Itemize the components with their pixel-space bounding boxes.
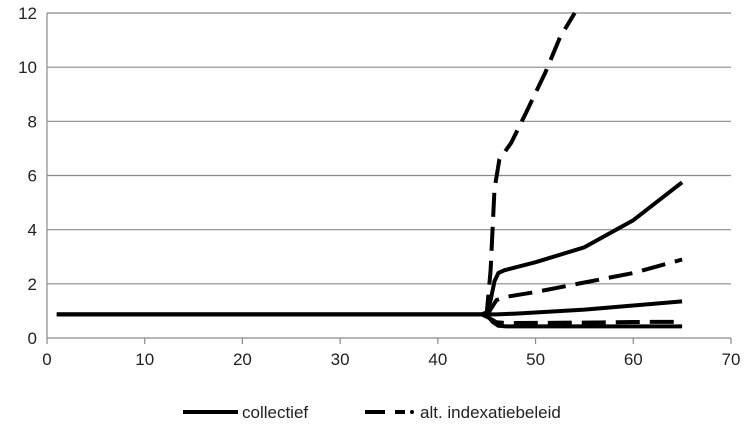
- y-tick-label-2: 2: [28, 275, 37, 294]
- series-line-collectief-2: [56, 312, 683, 329]
- legend-label-collectief: collectief: [242, 403, 308, 422]
- y-axis-tick-labels: 0 2 4 6 8 10 12: [18, 4, 37, 348]
- axes: [46, 13, 732, 344]
- x-tick-label-60: 60: [624, 350, 643, 369]
- series-line-alt-indexatiebeleid-4: [480, 257, 683, 317]
- y-tick-label-6: 6: [28, 167, 37, 186]
- x-tick-label-20: 20: [233, 350, 252, 369]
- y-tick-label-10: 10: [18, 58, 37, 77]
- x-tick-label-40: 40: [428, 350, 447, 369]
- x-tick-label-50: 50: [526, 350, 545, 369]
- legend-dot-marker: [410, 410, 414, 414]
- y-tick-label-4: 4: [28, 221, 37, 240]
- x-axis-tick-labels: 0 10 20 30 40 50 60 70: [42, 350, 740, 369]
- x-tick-label-0: 0: [42, 350, 51, 369]
- x-tick-label-30: 30: [331, 350, 350, 369]
- y-tick-label-12: 12: [18, 4, 37, 23]
- y-tick-label-0: 0: [28, 329, 37, 348]
- series-line-collectief-0: [56, 180, 684, 317]
- x-tick-label-70: 70: [722, 350, 741, 369]
- gridlines: [47, 12, 731, 285]
- x-tick-label-10: 10: [135, 350, 154, 369]
- legend: collectief alt. indexatiebeleid: [183, 403, 561, 422]
- series-lines: [56, 11, 684, 329]
- y-tick-label-8: 8: [28, 112, 37, 131]
- series-line-alt-indexatiebeleid-3: [481, 11, 577, 317]
- legend-label-alt-indexatiebeleid: alt. indexatiebeleid: [420, 403, 561, 422]
- series-line-alt-indexatiebeleid-5: [480, 312, 683, 326]
